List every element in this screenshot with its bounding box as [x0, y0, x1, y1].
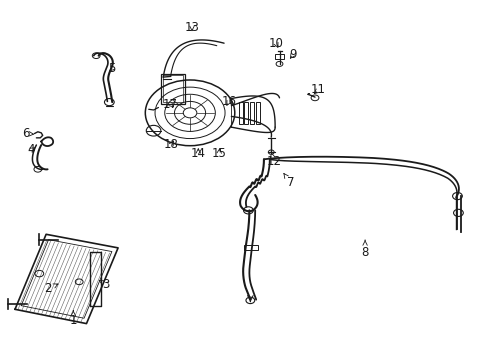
Text: 11: 11: [310, 84, 325, 96]
Bar: [274, 54, 284, 59]
Text: 1: 1: [69, 311, 77, 327]
Text: 16: 16: [221, 95, 236, 108]
Bar: [238, 102, 242, 123]
Text: 17: 17: [163, 98, 178, 111]
Text: 9: 9: [289, 48, 296, 61]
Text: 6: 6: [22, 127, 34, 140]
Bar: [243, 246, 258, 249]
Text: 10: 10: [268, 37, 283, 50]
Text: 14: 14: [190, 147, 205, 160]
Text: 7: 7: [284, 174, 294, 189]
Text: 5: 5: [108, 62, 116, 75]
Bar: [244, 102, 248, 123]
Text: 18: 18: [164, 138, 179, 151]
Text: 12: 12: [265, 152, 281, 168]
Text: 15: 15: [211, 147, 226, 160]
Text: 8: 8: [361, 240, 368, 258]
Text: 13: 13: [184, 21, 199, 33]
Bar: [256, 102, 260, 123]
Bar: [161, 73, 185, 104]
Text: 4: 4: [28, 143, 35, 156]
Bar: [163, 75, 183, 102]
Text: 3: 3: [99, 278, 109, 291]
Bar: [250, 102, 254, 123]
Text: 2: 2: [44, 283, 58, 296]
